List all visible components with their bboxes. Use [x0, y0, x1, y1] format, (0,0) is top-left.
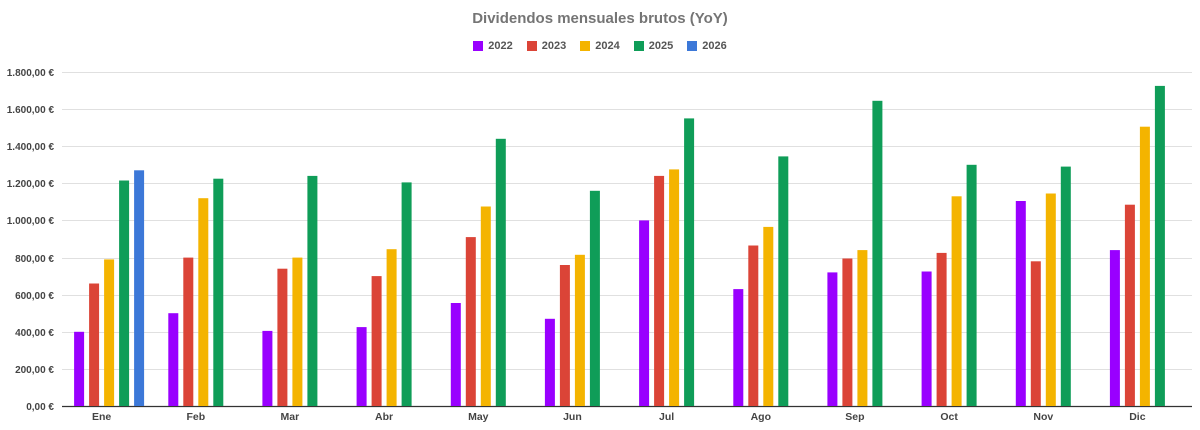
legend-swatch: [473, 41, 484, 51]
bar-2025-nov[interactable]: [1060, 166, 1071, 406]
x-tick-label-feb: Feb: [186, 411, 205, 423]
bar-2023-ago[interactable]: [748, 245, 759, 407]
y-tick-label: 1.200,00 €: [7, 179, 55, 190]
bar-2023-sep[interactable]: [842, 258, 853, 407]
x-tick-label-jul: Jul: [659, 411, 674, 423]
y-tick-label: 800,00 €: [15, 254, 54, 265]
y-tick-label: 1.000,00 €: [7, 216, 55, 227]
bar-2024-jul[interactable]: [669, 169, 680, 406]
bar-2023-mar[interactable]: [277, 268, 288, 406]
bar-2024-mar[interactable]: [292, 257, 303, 406]
bar-2022-feb[interactable]: [168, 313, 179, 406]
bar-2024-may[interactable]: [480, 206, 491, 407]
bar-2024-sep[interactable]: [857, 250, 868, 406]
legend-swatch: [580, 41, 591, 51]
bar-2025-oct[interactable]: [966, 164, 977, 406]
bar-2022-may[interactable]: [450, 303, 461, 406]
y-tick-label: 200,00 €: [15, 365, 54, 376]
bar-2022-nov[interactable]: [1015, 201, 1026, 406]
x-tick-label-ene: Ene: [92, 411, 111, 423]
bar-2024-ago[interactable]: [763, 226, 774, 406]
bar-2023-dic[interactable]: [1124, 204, 1135, 406]
x-tick-label-sep: Sep: [845, 411, 864, 423]
x-tick-label-dic: Dic: [1129, 411, 1146, 423]
chart-title: Dividendos mensuales brutos (YoY): [472, 10, 728, 27]
y-tick-label: 1.600,00 €: [7, 105, 55, 116]
bar-2025-mar[interactable]: [307, 175, 318, 406]
legend-swatch: [633, 41, 644, 51]
bar-2023-ene[interactable]: [89, 283, 100, 407]
bar-2025-abr[interactable]: [401, 182, 412, 406]
bar-2025-may[interactable]: [495, 138, 506, 407]
bar-2025-jul[interactable]: [684, 118, 695, 407]
bar-2022-oct[interactable]: [921, 271, 932, 407]
bar-2025-feb[interactable]: [213, 178, 224, 406]
x-tick-label-jun: Jun: [563, 411, 582, 423]
legend-label: 2023: [541, 40, 567, 52]
bar-2022-jul[interactable]: [639, 220, 650, 406]
bar-2022-jun[interactable]: [544, 318, 555, 406]
bar-2022-sep[interactable]: [827, 272, 838, 406]
bar-2023-jul[interactable]: [654, 175, 665, 406]
bar-2026-ene[interactable]: [134, 170, 145, 406]
legend-swatch: [687, 41, 698, 51]
x-tick-label-oct: Oct: [940, 411, 958, 423]
y-tick-label: 0,00 €: [26, 402, 54, 413]
bar-2024-jun[interactable]: [574, 254, 585, 406]
bar-2024-dic[interactable]: [1139, 126, 1150, 406]
bar-2025-ago[interactable]: [778, 156, 789, 406]
bar-2022-dic[interactable]: [1109, 250, 1120, 406]
bar-2024-abr[interactable]: [386, 249, 397, 406]
bar-2025-ene[interactable]: [119, 180, 130, 407]
chart-legend: 2022 2023 2024 2025 2026: [0, 40, 1200, 52]
y-tick-label: 600,00 €: [15, 291, 54, 302]
y-tick-label: 1.400,00 €: [7, 142, 55, 153]
bar-2025-sep[interactable]: [872, 100, 883, 407]
bar-2023-jun[interactable]: [559, 265, 570, 406]
x-tick-label-mar: Mar: [281, 411, 300, 423]
legend-label: 2026: [702, 40, 727, 52]
bar-2025-dic[interactable]: [1154, 85, 1165, 407]
x-tick-label-may: May: [468, 411, 489, 423]
bar-2024-nov[interactable]: [1045, 193, 1056, 407]
legend-item-2023[interactable]: 2023: [526, 40, 567, 52]
bar-2023-may[interactable]: [465, 237, 476, 406]
legend-label: 2025: [648, 40, 674, 52]
bar-2023-feb[interactable]: [183, 257, 194, 406]
bar-2023-nov[interactable]: [1030, 261, 1041, 406]
bar-2023-oct[interactable]: [936, 252, 947, 406]
bar-2022-ene[interactable]: [74, 331, 85, 406]
bar-2022-ago[interactable]: [733, 289, 744, 406]
legend-item-2022[interactable]: 2022: [473, 40, 513, 52]
legend-item-2025[interactable]: 2025: [633, 40, 674, 52]
x-tick-label-abr: Abr: [375, 411, 393, 423]
legend-label: 2024: [595, 40, 620, 52]
y-tick-label: 1.800,00 €: [7, 68, 55, 79]
bar-2024-ene[interactable]: [104, 259, 115, 406]
x-tick-label-ago: Ago: [751, 411, 771, 423]
y-tick-label: 400,00 €: [15, 328, 54, 339]
x-tick-label-nov: Nov: [1033, 411, 1053, 423]
bar-2024-oct[interactable]: [951, 196, 962, 406]
legend-swatch: [526, 41, 537, 51]
bar-2022-abr[interactable]: [356, 327, 367, 406]
legend-label: 2022: [488, 40, 513, 52]
bar-2023-abr[interactable]: [371, 276, 382, 406]
bar-2024-feb[interactable]: [198, 198, 209, 406]
legend-item-2024[interactable]: 2024: [580, 40, 620, 52]
bar-2022-mar[interactable]: [262, 330, 273, 406]
bar-2025-jun[interactable]: [589, 190, 600, 406]
legend-item-2026[interactable]: 2026: [687, 40, 727, 52]
